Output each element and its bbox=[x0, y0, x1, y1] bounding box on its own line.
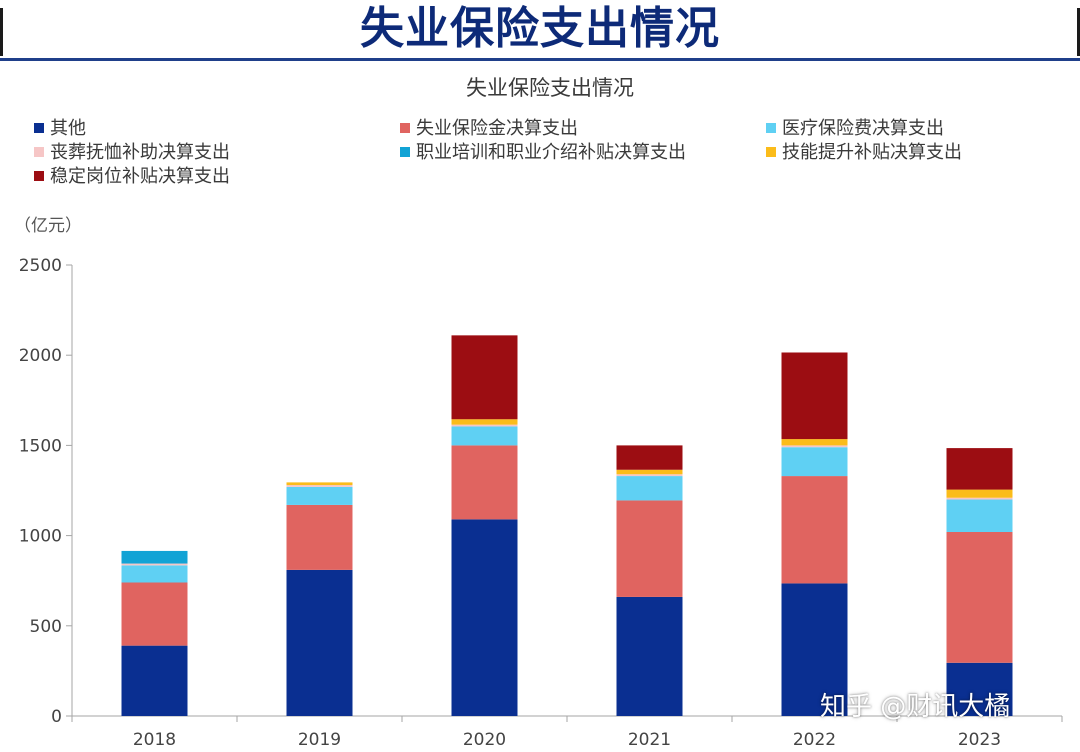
slide-header: 失业保险支出情况 bbox=[0, 0, 1080, 64]
x-tick-label: 2018 bbox=[133, 730, 176, 750]
legend-label: 丧葬抚恤补助决算支出 bbox=[50, 142, 230, 163]
x-tick-label: 2022 bbox=[793, 730, 836, 750]
bar-segment bbox=[451, 445, 518, 520]
legend-item: 医疗保险费决算支出 bbox=[766, 117, 944, 141]
legend-swatch bbox=[400, 147, 410, 157]
bar-segment bbox=[616, 476, 683, 501]
bar-segment bbox=[616, 474, 683, 477]
bar-segment bbox=[616, 596, 683, 716]
bar-segment bbox=[946, 489, 1013, 498]
x-tick-label: 2023 bbox=[958, 730, 1001, 750]
bar-segment bbox=[121, 582, 188, 646]
bar-segment bbox=[286, 482, 353, 486]
y-axis-unit-label: （亿元） bbox=[14, 216, 82, 236]
legend-label: 医疗保险费决算支出 bbox=[782, 118, 944, 139]
bar-segment bbox=[616, 469, 683, 475]
y-tick-label: 1000 bbox=[19, 527, 62, 547]
x-tick-label: 2019 bbox=[298, 730, 341, 750]
bar-segment bbox=[286, 485, 353, 487]
bar-segment bbox=[451, 419, 518, 425]
bar-segment bbox=[286, 569, 353, 716]
y-tick-label: 2000 bbox=[19, 346, 62, 366]
bar-segment bbox=[451, 426, 518, 446]
bar-segment bbox=[781, 439, 848, 446]
chart-title: 失业保险支出情况 bbox=[466, 76, 634, 100]
bar-segment bbox=[286, 486, 353, 505]
y-tick-label: 0 bbox=[51, 707, 62, 727]
legend-item: 其他 bbox=[34, 117, 86, 141]
bar-segment bbox=[616, 500, 683, 597]
bar-segment bbox=[121, 563, 188, 566]
chart-legend: 其他 失业保险金决算支出 医疗保险费决算支出丧葬抚恤补助决算支出 职业培训和职业介绍补… bbox=[0, 116, 1080, 188]
bar-segment bbox=[286, 504, 353, 570]
legend-label: 其他 bbox=[50, 118, 86, 139]
bar-segment bbox=[121, 550, 188, 564]
legend-swatch bbox=[34, 147, 44, 157]
bar-segment bbox=[946, 497, 1013, 500]
bar-segment bbox=[451, 519, 518, 716]
slide-title: 失业保险支出情况 bbox=[360, 3, 720, 54]
y-tick-label: 2500 bbox=[19, 256, 62, 276]
bar-segment bbox=[781, 445, 848, 448]
watermark: 知乎 @财讯大橘 bbox=[820, 692, 1011, 722]
legend-swatch bbox=[766, 123, 776, 133]
legend-swatch bbox=[34, 171, 44, 181]
legend-item: 稳定岗位补贴决算支出 bbox=[34, 165, 230, 189]
y-tick-label: 1500 bbox=[19, 436, 62, 456]
legend-swatch bbox=[400, 123, 410, 133]
bar-segment bbox=[451, 335, 518, 420]
legend-swatch bbox=[766, 147, 776, 157]
legend-item: 丧葬抚恤补助决算支出 bbox=[34, 141, 230, 165]
legend-item: 失业保险金决算支出 bbox=[400, 117, 578, 141]
bar-segment bbox=[946, 499, 1013, 532]
bar-segment bbox=[616, 445, 683, 470]
bar-segment bbox=[781, 476, 848, 584]
bar-segment bbox=[781, 352, 848, 440]
header-left-border bbox=[0, 8, 3, 56]
legend-label: 稳定岗位补贴决算支出 bbox=[50, 166, 230, 187]
bar-segment bbox=[946, 448, 1013, 490]
bar-segment bbox=[451, 424, 518, 427]
bar-segment bbox=[946, 531, 1013, 663]
legend-label: 技能提升补贴决算支出 bbox=[782, 142, 962, 163]
legend-item: 职业培训和职业介绍补贴决算支出 bbox=[400, 141, 686, 165]
bar-segment bbox=[946, 662, 1013, 716]
legend-label: 失业保险金决算支出 bbox=[416, 118, 578, 139]
header-rule bbox=[0, 58, 1080, 61]
y-tick-label: 500 bbox=[30, 617, 62, 637]
legend-item: 技能提升补贴决算支出 bbox=[766, 141, 962, 165]
header-right-border bbox=[1077, 8, 1080, 56]
bar-segment bbox=[121, 645, 188, 716]
x-tick-label: 2020 bbox=[463, 730, 506, 750]
bar-segment bbox=[781, 447, 848, 477]
legend-label: 职业培训和职业介绍补贴决算支出 bbox=[416, 142, 686, 163]
bar-segment bbox=[121, 565, 188, 583]
bar-segment bbox=[781, 583, 848, 716]
legend-swatch bbox=[34, 123, 44, 133]
x-tick-label: 2021 bbox=[628, 730, 671, 750]
